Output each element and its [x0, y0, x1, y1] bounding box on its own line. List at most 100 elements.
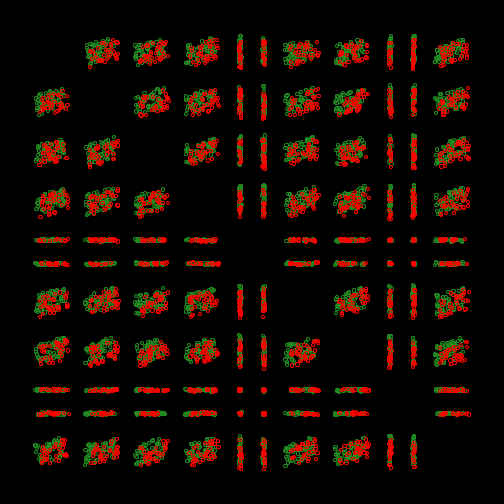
- scatter-point: [388, 238, 392, 242]
- scatter-point: [346, 60, 350, 64]
- scatter-point: [436, 51, 440, 55]
- scatter-point: [158, 194, 162, 198]
- scatter-point: [388, 61, 392, 65]
- scatter-point: [464, 155, 468, 159]
- splom-cell: [28, 28, 76, 76]
- splom-cell: [78, 328, 126, 376]
- scatter-point: [450, 60, 454, 64]
- scatter-point: [306, 197, 310, 201]
- scatter-point: [353, 54, 357, 58]
- scatter-point: [295, 362, 299, 366]
- scatter-point: [100, 194, 104, 198]
- scatter-point: [343, 156, 347, 160]
- scatter-point: [412, 89, 416, 93]
- splom-cell: [178, 28, 226, 76]
- scatter-point: [389, 211, 393, 215]
- scatter-point: [238, 195, 242, 199]
- splom-cell: [228, 128, 276, 176]
- scatter-point: [238, 290, 242, 294]
- scatter-point: [215, 44, 219, 48]
- scatter-point: [299, 90, 303, 94]
- scatter-point: [312, 53, 316, 57]
- scatter-point: [48, 239, 52, 243]
- scatter-point: [185, 238, 189, 242]
- scatter-point: [353, 156, 357, 160]
- scatter-point: [191, 113, 195, 117]
- scatter-point: [444, 211, 448, 215]
- scatter-point: [210, 353, 214, 357]
- scatter-point: [296, 62, 300, 66]
- splom-cell: [128, 278, 176, 326]
- scatter-point: [216, 152, 220, 156]
- scatter-point: [116, 302, 120, 306]
- scatter-point: [105, 57, 109, 61]
- scatter-point: [112, 152, 116, 156]
- scatter-point: [413, 312, 417, 316]
- scatter-point: [155, 47, 159, 51]
- scatter-point: [209, 152, 213, 156]
- scatter-point: [289, 65, 293, 69]
- splom-cell: [178, 128, 226, 176]
- scatter-point: [66, 206, 70, 210]
- scatter-point: [238, 334, 242, 338]
- splom-cell: [428, 178, 476, 226]
- scatter-point: [65, 202, 69, 206]
- scatter-point: [442, 57, 446, 61]
- scatter-point: [140, 309, 144, 313]
- scatter-point: [465, 47, 469, 51]
- scatter-point: [190, 96, 194, 100]
- scatter-point: [412, 145, 416, 149]
- scatter-point: [48, 193, 52, 197]
- splom-cell: [228, 28, 276, 76]
- scatter-point: [288, 47, 292, 51]
- scatter-point: [41, 312, 45, 316]
- splom-cell: [378, 28, 426, 76]
- scatter-point: [389, 101, 393, 105]
- scatter-point: [443, 149, 447, 153]
- scatter-point: [344, 196, 348, 200]
- scatter-point: [261, 214, 265, 218]
- scatter-point: [412, 295, 416, 299]
- scatter-point: [159, 345, 163, 349]
- splom-cell: [128, 78, 176, 126]
- scatter-point: [161, 88, 165, 92]
- scatter-point: [355, 94, 359, 98]
- scatter-point: [94, 304, 98, 308]
- splom-cell: [328, 228, 376, 276]
- scatter-point: [412, 239, 416, 243]
- scatter-point: [58, 359, 62, 363]
- scatter-point: [315, 196, 319, 200]
- scatter-point: [290, 357, 294, 361]
- scatter-point: [161, 261, 165, 265]
- scatter-point: [411, 113, 415, 117]
- scatter-point: [184, 112, 188, 116]
- scatter-point: [134, 55, 138, 59]
- splom-cell: [128, 328, 176, 376]
- scatter-point: [389, 41, 393, 45]
- scatter-point: [315, 40, 319, 44]
- scatter-point: [48, 103, 52, 107]
- scatter-point: [138, 60, 142, 64]
- scatter-point: [166, 54, 170, 58]
- scatter-point: [438, 308, 442, 312]
- scatter-point: [201, 148, 205, 152]
- scatter-point: [365, 43, 369, 47]
- scatter-point: [412, 166, 416, 170]
- scatter-point: [97, 302, 101, 306]
- scatter-point: [463, 237, 467, 241]
- scatter-point: [412, 38, 416, 42]
- splom-cell: [128, 228, 176, 276]
- scatter-point: [210, 157, 214, 161]
- scatter-point: [333, 202, 337, 206]
- scatter-point: [438, 314, 442, 318]
- scatter-point: [340, 239, 344, 243]
- scatter-point: [48, 212, 52, 216]
- scatter-point: [210, 287, 214, 291]
- scatter-point: [199, 239, 203, 243]
- scatter-point: [150, 308, 154, 312]
- scatter-point: [53, 211, 57, 215]
- scatter-point: [194, 348, 198, 352]
- scatter-point: [283, 57, 287, 61]
- scatter-point: [456, 262, 460, 266]
- scatter-point: [194, 103, 198, 107]
